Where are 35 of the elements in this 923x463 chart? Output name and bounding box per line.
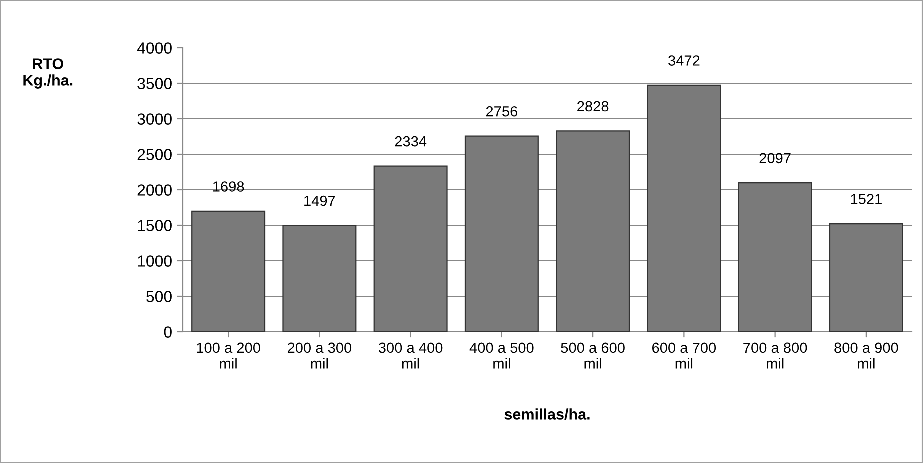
y-tick-label: 2500 <box>138 149 172 160</box>
data-label: 1698 <box>213 182 244 192</box>
y-tick-label: 2000 <box>138 184 172 196</box>
y-tick-label: 0 <box>164 326 172 338</box>
data-label: 2828 <box>578 101 609 112</box>
data-label: 1521 <box>851 194 882 204</box>
bar <box>282 225 357 332</box>
bar <box>556 130 630 332</box>
y-tick-label: 3500 <box>138 78 172 90</box>
x-tick-label: 400 a 500 mil <box>470 342 534 369</box>
x-tick-label: 200 a 300 mil <box>288 342 352 369</box>
data-label: 1497 <box>304 196 336 206</box>
x-axis-title: semillas/ha. <box>504 408 590 420</box>
bar <box>647 84 722 332</box>
x-tick-label: 500 a 600 mil <box>561 342 625 369</box>
y-axis-title: RTO Kg./ha. <box>24 58 73 89</box>
y-tick-label: 4000 <box>137 42 172 54</box>
x-tick-label: 700 a 800 mil <box>744 342 808 369</box>
data-label: 2334 <box>395 136 427 147</box>
data-label: 3472 <box>668 56 700 66</box>
y-tick-label: 3000 <box>138 114 172 125</box>
data-label: 2756 <box>486 106 518 117</box>
bar <box>464 136 539 332</box>
x-tick-label: 100 a 200 mil <box>197 342 260 369</box>
data-label: 2097 <box>760 153 791 164</box>
x-tick-label: 300 a 400 mil <box>378 342 443 369</box>
x-tick-label: 800 a 900 mil <box>834 342 898 369</box>
bar <box>374 166 448 332</box>
bar <box>192 210 266 332</box>
y-tick-label: 1000 <box>138 256 172 267</box>
y-tick-label: 1500 <box>138 220 172 232</box>
bar <box>738 182 812 332</box>
y-tick-label: 500 <box>146 291 172 302</box>
bar <box>829 223 904 332</box>
x-tick-label: 600 a 700 mil <box>652 342 716 369</box>
